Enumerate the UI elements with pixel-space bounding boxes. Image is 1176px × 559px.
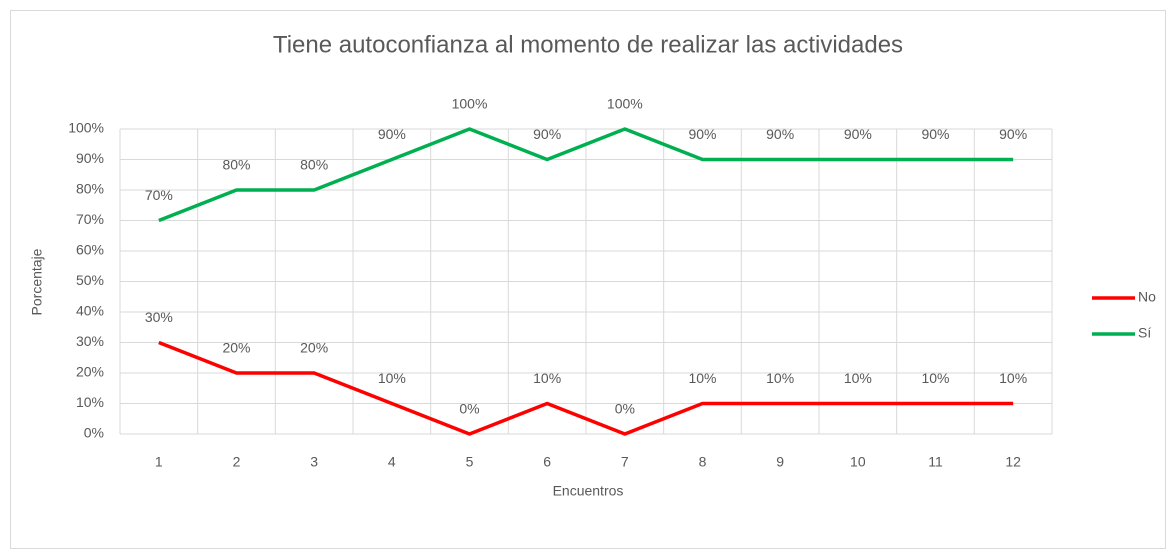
x-tick-label: 7 <box>621 454 629 470</box>
data-label: 80% <box>222 157 250 173</box>
y-tick-label: 30% <box>76 333 104 349</box>
data-label: 10% <box>844 370 872 386</box>
y-axis-label: Porcentaje <box>29 248 45 315</box>
data-label: 90% <box>999 126 1027 142</box>
x-tick-label: 5 <box>466 454 474 470</box>
data-label: 90% <box>844 126 872 142</box>
data-label: 0% <box>615 401 635 417</box>
x-tick-label: 6 <box>543 454 551 470</box>
data-label: 10% <box>766 370 794 386</box>
x-tick-label: 2 <box>233 454 241 470</box>
data-label: 20% <box>222 340 250 356</box>
x-tick-label: 11 <box>928 454 943 470</box>
data-label: 10% <box>999 370 1027 386</box>
data-label: 0% <box>459 401 479 417</box>
x-axis-label: Encuentros <box>553 483 624 499</box>
x-tick-label: 10 <box>850 454 866 470</box>
series-line <box>158 340 1014 436</box>
data-label: 90% <box>766 126 794 142</box>
y-tick-label: 100% <box>68 120 104 136</box>
data-label: 10% <box>921 370 949 386</box>
x-tick-label: 3 <box>310 454 318 470</box>
data-label: 100% <box>607 96 643 112</box>
data-label: 80% <box>300 157 328 173</box>
chart-title: Tiene autoconfianza al momento de realiz… <box>273 31 903 58</box>
data-label: 90% <box>378 126 406 142</box>
chart-border <box>10 10 1166 549</box>
y-tick-label: 20% <box>76 364 104 380</box>
x-tick-label: 8 <box>699 454 707 470</box>
y-tick-label: 40% <box>76 303 104 319</box>
x-tick-label: 12 <box>1005 454 1021 470</box>
legend-label: No <box>1138 289 1156 305</box>
data-label: 10% <box>533 370 561 386</box>
data-label: 30% <box>145 309 173 325</box>
data-label: 90% <box>921 126 949 142</box>
data-label: 10% <box>688 370 716 386</box>
series-line <box>158 127 1014 223</box>
data-label: 100% <box>452 96 488 112</box>
x-tick-label: 9 <box>776 454 784 470</box>
data-label: 70% <box>145 187 173 203</box>
legend-label: Sí <box>1138 325 1151 341</box>
x-tick-label: 4 <box>388 454 396 470</box>
data-label: 90% <box>688 126 716 142</box>
data-label: 10% <box>378 370 406 386</box>
y-tick-label: 0% <box>84 425 104 441</box>
y-tick-label: 80% <box>76 181 104 197</box>
y-tick-label: 70% <box>76 211 104 227</box>
y-tick-label: 60% <box>76 242 104 258</box>
x-tick-label: 1 <box>155 454 163 470</box>
y-tick-label: 10% <box>76 394 104 410</box>
data-label: 20% <box>300 340 328 356</box>
y-tick-label: 90% <box>76 150 104 166</box>
data-label: 90% <box>533 126 561 142</box>
y-tick-label: 50% <box>76 272 104 288</box>
